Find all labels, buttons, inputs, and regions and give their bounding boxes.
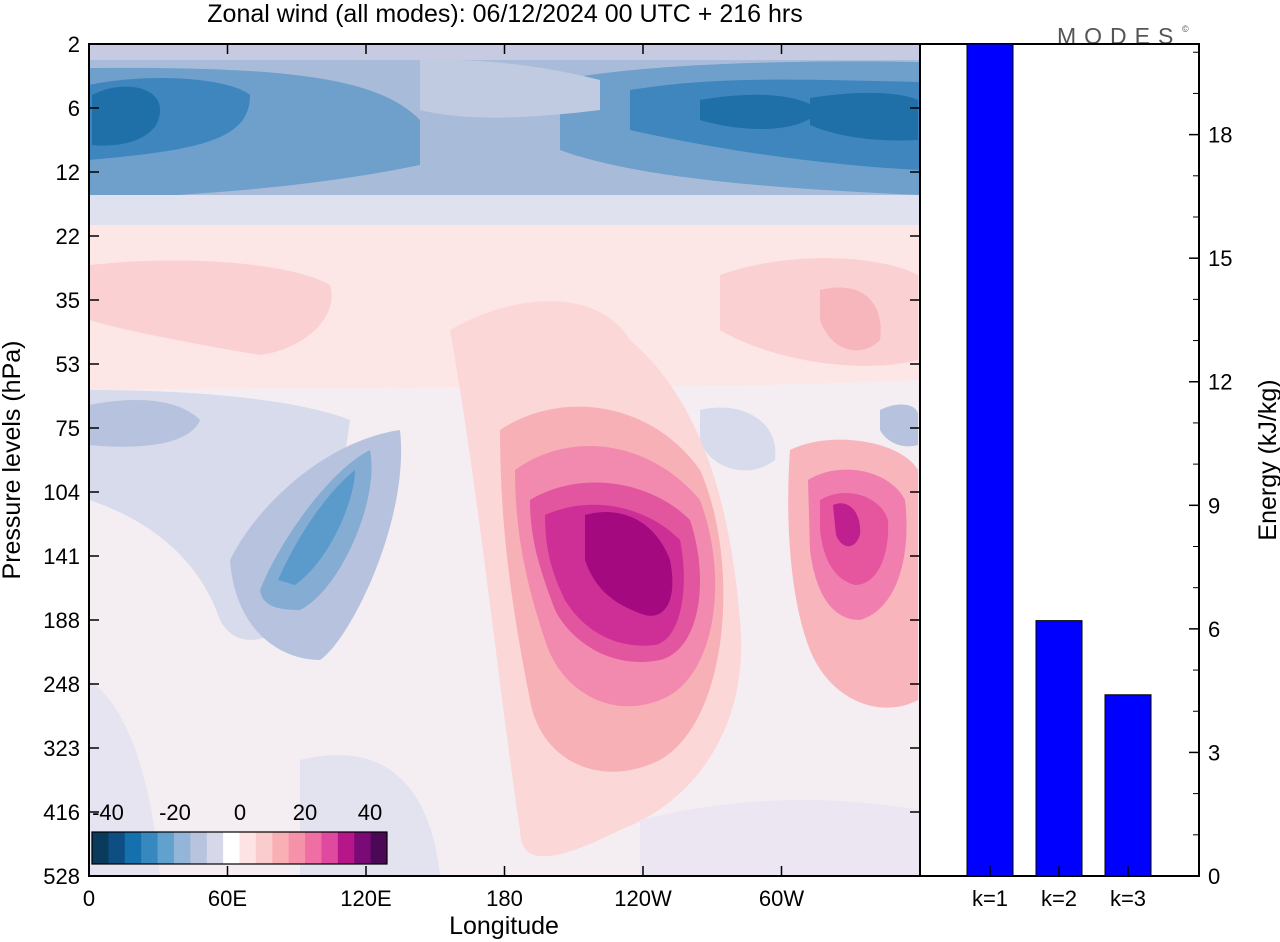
colorbar-swatch <box>370 832 388 864</box>
energy-tick-label: 15 <box>1208 246 1232 271</box>
y-tick-label: 12 <box>56 160 80 185</box>
y-tick-label: 188 <box>43 608 80 633</box>
x-tick-label: 120E <box>340 886 391 911</box>
colorbar-tick: -20 <box>159 800 191 825</box>
y-axis: 2 6 12 22 35 53 75 104 141 188 248 323 416 528 <box>43 32 920 889</box>
energy-tick-label: 0 <box>1208 864 1220 889</box>
y-tick-label: 528 <box>43 864 80 889</box>
x-axis: 0 60E 120E 180 120W 60W <box>83 44 804 911</box>
colorbar-swatch <box>141 832 159 864</box>
heatmap-field <box>89 44 920 876</box>
colorbar-swatch <box>288 832 306 864</box>
y-tick-label: 416 <box>43 800 80 825</box>
bar-panel: k=1 k=2 k=3 0 3 6 9 12 15 18 Energy (kJ/kg) <box>919 43 1280 911</box>
colorbar-swatch <box>206 832 224 864</box>
x-tick-label: 120W <box>614 886 672 911</box>
energy-bar <box>1035 620 1083 877</box>
colorbar-swatch <box>92 832 109 864</box>
chart-title: Zonal wind (all modes): 06/12/2024 00 UT… <box>207 0 802 28</box>
energy-tick-label: 6 <box>1208 617 1220 642</box>
energy-tick-label: 12 <box>1208 370 1232 395</box>
colorbar-swatch <box>321 832 339 864</box>
y-tick-label: 2 <box>68 32 80 57</box>
y-tick-label: 35 <box>56 288 80 313</box>
energy-tick-label: 3 <box>1208 740 1220 765</box>
x-tick-label: 180 <box>486 886 523 911</box>
bar-category-label: k=2 <box>1041 886 1077 911</box>
bar-category-label: k=3 <box>1110 886 1146 911</box>
logo-mark: © <box>1182 24 1189 34</box>
colorbar-swatch <box>354 832 372 864</box>
colorbar-tick: 0 <box>234 800 246 825</box>
colorbar-swatch <box>173 832 191 864</box>
y-tick-label: 53 <box>56 352 80 377</box>
colorbar-swatch <box>157 832 175 864</box>
energy-tick-label: 9 <box>1208 493 1220 518</box>
energy-bar <box>1104 694 1152 877</box>
colorbar-swatch <box>337 832 355 864</box>
y-tick-label: 141 <box>43 544 80 569</box>
colorbar-swatch <box>305 832 322 864</box>
colorbar-swatch <box>255 832 273 864</box>
energy-axis-label: Energy (kJ/kg) <box>1254 379 1280 540</box>
y-tick-label: 75 <box>56 416 80 441</box>
x-axis-label: Longitude <box>449 912 559 940</box>
colorbar: -40 -20 0 20 40 <box>91 800 388 865</box>
colorbar-swatch <box>108 832 126 864</box>
colorbar-swatch <box>239 832 257 864</box>
colorbar-frame <box>91 831 388 865</box>
colorbar-tick: 40 <box>358 800 382 825</box>
y-axis-label: Pressure levels (hPa) <box>0 341 26 580</box>
colorbar-tick: 20 <box>293 800 317 825</box>
colorbar-swatch <box>124 832 142 864</box>
x-tick-label: 60E <box>208 886 247 911</box>
x-tick-label: 0 <box>83 886 95 911</box>
colorbar-swatch <box>223 832 240 864</box>
colorbar-swatch <box>272 832 290 864</box>
energy-bar <box>966 43 1014 877</box>
y-tick-label: 6 <box>68 96 80 121</box>
x-tick-label: 60W <box>759 886 804 911</box>
y-tick-label: 22 <box>56 224 80 249</box>
colorbar-swatch <box>190 832 208 864</box>
y-tick-label: 248 <box>43 672 80 697</box>
energy-tick-label: 18 <box>1208 123 1232 148</box>
y-tick-label: 104 <box>43 480 80 505</box>
y-tick-label: 323 <box>43 736 80 761</box>
bar-category-label: k=1 <box>972 886 1008 911</box>
